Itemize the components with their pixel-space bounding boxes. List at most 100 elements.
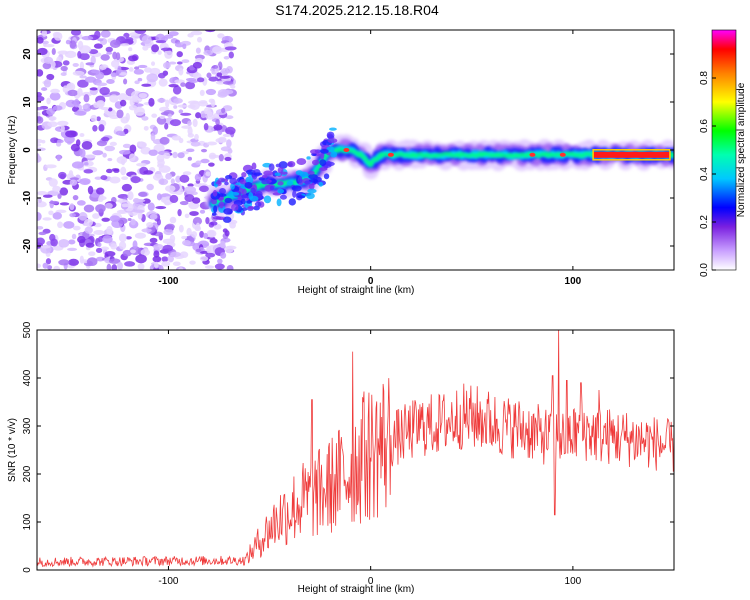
- noise-blob: [153, 243, 164, 250]
- noise-blob: [134, 232, 147, 239]
- noise-blob: [138, 92, 148, 99]
- noise-blob: [108, 258, 121, 264]
- noise-blob: [92, 150, 104, 156]
- y-tick-label: 400: [22, 369, 33, 386]
- x-tick-label: 100: [565, 576, 582, 587]
- noise-blob: [152, 126, 158, 135]
- noise-blob: [137, 263, 145, 270]
- noise-blob: [169, 194, 179, 204]
- noise-blob: [69, 177, 80, 181]
- noise-blob: [229, 221, 236, 229]
- noise-blob: [59, 202, 70, 206]
- noise-blob: [57, 193, 62, 199]
- y-tick-label: 100: [22, 513, 33, 530]
- noise-blob: [96, 140, 108, 147]
- noise-blob: [107, 107, 113, 112]
- snr-axes: -100 0 100 0 100 200 300 400 500: [22, 321, 674, 587]
- noise-blob: [160, 111, 171, 116]
- x-tick-label: 0: [368, 276, 374, 287]
- noise-blob: [119, 99, 127, 107]
- noise-blob: [224, 156, 232, 162]
- noise-blob: [133, 209, 145, 213]
- noise-blob: [152, 255, 162, 263]
- noise-blob: [37, 107, 44, 111]
- ridge-patch: [296, 158, 307, 166]
- noise-blob: [177, 152, 185, 159]
- noise-blob: [140, 248, 151, 256]
- noise-blob: [181, 235, 188, 240]
- noise-blob: [48, 210, 54, 216]
- ridge-patch: [287, 161, 296, 168]
- noise-blob: [144, 67, 152, 73]
- noise-blob: [214, 263, 225, 270]
- noise-blob: [161, 261, 171, 267]
- ridge-patch: [245, 169, 256, 175]
- noise-blob: [72, 194, 79, 201]
- noise-blob: [184, 213, 190, 219]
- noise-blob: [177, 104, 188, 108]
- noise-blob: [119, 149, 131, 155]
- ridge-patch: [231, 203, 239, 212]
- noise-blob: [101, 136, 110, 142]
- noise-blob: [73, 98, 80, 108]
- noise-blob: [171, 135, 182, 141]
- noise-blob: [107, 157, 113, 162]
- noise-blob: [181, 59, 190, 64]
- noise-blob: [109, 176, 121, 184]
- ridge-patch: [319, 159, 327, 166]
- noise-blob: [167, 254, 174, 263]
- noise-blob: [44, 164, 57, 169]
- noise-blob: [68, 239, 76, 245]
- noise-blob: [104, 145, 116, 152]
- noise-blob: [37, 95, 45, 102]
- noise-blob: [109, 39, 121, 49]
- ridge-patch: [329, 127, 337, 131]
- noise-blob: [116, 156, 128, 164]
- ridge-patch: [264, 184, 273, 192]
- x-tick-label: 100: [565, 276, 582, 287]
- noise-blob: [164, 50, 173, 59]
- noise-blob: [89, 87, 99, 91]
- colorbar-tick-label: 0.8: [699, 71, 710, 85]
- noise-blob: [81, 35, 94, 41]
- ridge-patch: [241, 207, 248, 211]
- snr-frame: [36, 329, 675, 571]
- noise-blob: [228, 51, 234, 59]
- noise-blob: [46, 108, 56, 116]
- noise-blob: [190, 231, 198, 238]
- noise-blob: [195, 222, 201, 230]
- noise-blob: [106, 168, 113, 174]
- noise-blob: [157, 72, 166, 79]
- ridge-patch: [292, 190, 297, 198]
- noise-blob: [95, 256, 105, 262]
- noise-blob: [155, 40, 167, 44]
- noise-blob: [204, 265, 215, 269]
- noise-blob: [172, 85, 182, 95]
- noise-blob: [72, 70, 85, 76]
- noise-blob: [199, 255, 209, 262]
- y-tick-label: 500: [22, 321, 33, 338]
- colorbar-tick-label: 0.6: [699, 119, 710, 133]
- noise-blob: [77, 40, 84, 50]
- noise-blob: [97, 242, 102, 248]
- noise-blob: [128, 47, 133, 52]
- noise-blob: [180, 82, 186, 87]
- noise-blob: [102, 235, 113, 244]
- ridge-patch: [308, 174, 318, 180]
- noise-blob: [37, 153, 41, 163]
- noise-blob: [179, 200, 189, 206]
- noise-blob: [185, 148, 195, 153]
- ridge-patch: [306, 156, 311, 160]
- noise-blob: [157, 158, 165, 167]
- noise-blob: [136, 162, 147, 167]
- noise-blob: [182, 43, 187, 50]
- noise-blob: [219, 75, 231, 79]
- noise-blob: [128, 153, 136, 162]
- noise-blob: [173, 105, 178, 109]
- noise-blob: [212, 46, 223, 54]
- noise-blob: [199, 209, 206, 214]
- noise-blob: [140, 146, 152, 155]
- noise-blob: [164, 34, 174, 39]
- noise-blob: [158, 178, 169, 186]
